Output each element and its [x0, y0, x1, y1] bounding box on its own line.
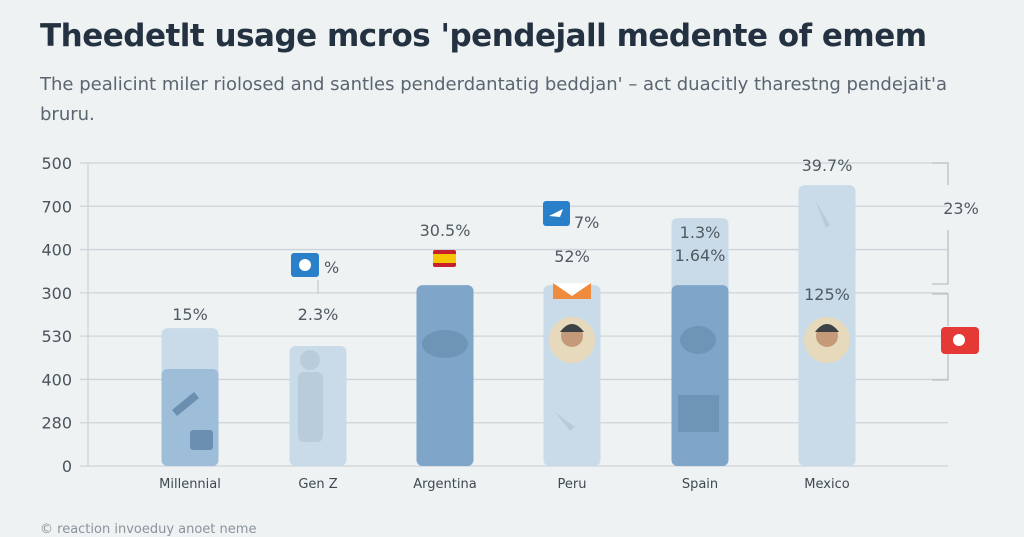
x-category-label: Millennial — [159, 477, 221, 492]
eye-icon — [422, 330, 468, 358]
y-tick-label: 530 — [41, 327, 72, 346]
y-tick-label: 400 — [41, 241, 72, 260]
x-category-label: Argentina — [413, 477, 476, 492]
x-category-label: Gen Z — [298, 477, 337, 492]
person-walking-icon — [300, 350, 320, 370]
airplane-icon — [172, 392, 199, 416]
x-category-label: Peru — [558, 477, 587, 492]
y-tick-label: 300 — [41, 284, 72, 303]
callout-label: % — [324, 258, 339, 277]
spain-flag-icon-band — [433, 254, 456, 263]
y-tick-label: 0 — [62, 457, 72, 476]
chat-badge-icon-dot — [299, 259, 311, 271]
data-label: 1.64% — [675, 246, 726, 265]
bar-spain-front — [671, 285, 729, 466]
animal-icon — [680, 326, 716, 354]
bracket-label: 23% — [943, 199, 979, 218]
bird-icon — [815, 200, 830, 228]
person-body — [298, 372, 323, 442]
data-label: 125% — [804, 285, 850, 304]
box-icon — [678, 395, 719, 432]
footer-credit: © reaction invoeduy anoet neme — [40, 522, 257, 537]
avatar-hair — [560, 324, 584, 332]
bar-millennial-front — [161, 369, 219, 466]
y-tick-label: 400 — [41, 370, 72, 389]
bar-peru-back — [543, 285, 601, 466]
data-label: 30.5% — [420, 221, 471, 240]
chart-title: Theedetlt usage mcros 'pendejall medente… — [40, 18, 927, 54]
callout-label: 7% — [574, 213, 599, 232]
bird-icon — [555, 412, 575, 431]
x-category-label: Spain — [682, 477, 718, 492]
x-category-label: Mexico — [804, 477, 849, 492]
y-tick-label: 280 — [41, 414, 72, 433]
data-label: 39.7% — [802, 156, 853, 175]
bracket-top — [932, 162, 949, 285]
chat-bubble-icon — [190, 430, 213, 450]
data-label: 15% — [172, 305, 208, 324]
data-label: 1.3% — [680, 223, 721, 242]
plane-glyph-icon — [549, 209, 563, 217]
y-tick-label: 700 — [41, 197, 72, 216]
avatar-hair — [815, 324, 839, 332]
mail-icon-flap — [553, 283, 591, 296]
y-tick-label: 500 — [41, 154, 72, 173]
data-label: 2.3% — [298, 305, 339, 324]
record-dot — [953, 334, 965, 346]
chart-subtitle: The pealicint miler riolosed and santles… — [40, 74, 947, 125]
data-label: 52% — [554, 247, 590, 266]
bracket-bottom — [932, 293, 949, 381]
bar-argentina-front — [416, 285, 474, 466]
